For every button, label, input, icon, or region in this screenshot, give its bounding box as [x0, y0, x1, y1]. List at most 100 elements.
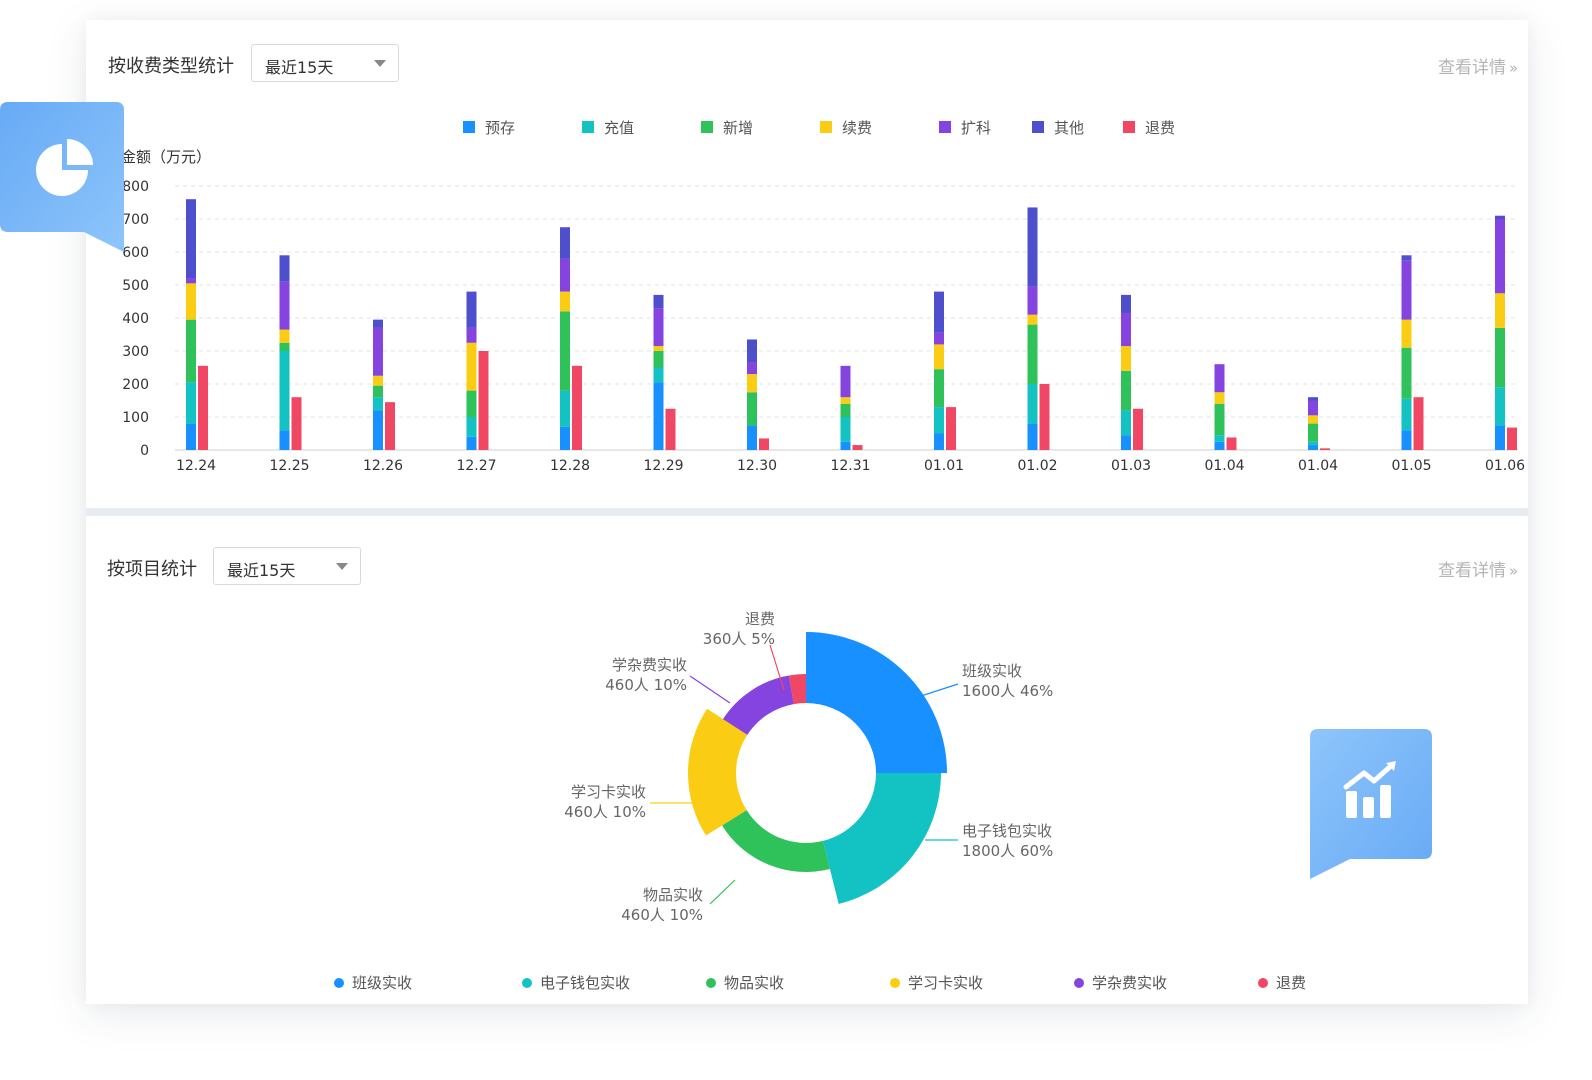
- bar-refund-10: [1133, 408, 1143, 450]
- bar-6-3: [747, 374, 757, 393]
- bar-0-4: [186, 278, 196, 284]
- legend-label-3: 续费: [842, 119, 872, 137]
- bar-1-5: [279, 255, 290, 282]
- bar-11-3: [1214, 392, 1225, 404]
- legend-label-5: 退费: [1276, 974, 1306, 992]
- y-tick-label: 300: [122, 344, 149, 360]
- donut-slice-5: [788, 674, 806, 705]
- x-tick-label: 01.04: [1298, 458, 1338, 474]
- project-range-value: 最近15天: [227, 561, 296, 580]
- slice-value-2: 460人 10%: [621, 906, 703, 924]
- x-tick-label: 12.31: [830, 458, 870, 474]
- bar-2-2: [373, 385, 383, 398]
- x-tick-label: 01.03: [1111, 458, 1151, 474]
- bar-7-4: [840, 365, 851, 398]
- donut-slice-2: [722, 810, 830, 872]
- bar-0-2: [186, 319, 196, 383]
- x-tick-label: 01.06: [1485, 458, 1525, 474]
- fee-type-range-select[interactable]: 最近15天: [251, 44, 399, 82]
- bar-refund-0: [198, 365, 208, 450]
- bar-2-5: [373, 319, 383, 328]
- bar-refund-2: [385, 402, 395, 450]
- fee-type-bar-chart: 预存 充值 新增 续费 扩科 其他 退费 金额（万元） 0 100 200 300 400 500 60…: [121, 119, 1525, 474]
- bar-12-4: [1308, 400, 1318, 416]
- x-tick-label: 01.05: [1391, 458, 1431, 474]
- bar-9-5: [1027, 207, 1038, 287]
- bar-chart-legend: 预存 充值 新增 续费 扩科 其他 退费: [463, 119, 1175, 137]
- slice-label-1: 电子钱包实收: [962, 822, 1052, 840]
- bar-2-1: [373, 397, 383, 411]
- bar-8-2: [934, 369, 944, 408]
- x-tick-label: 12.26: [363, 458, 403, 474]
- bar-7-2: [840, 403, 851, 417]
- legend-swatch-0: [463, 121, 475, 133]
- bar-4-5: [560, 227, 570, 259]
- bar-5-1: [653, 367, 664, 383]
- bar-0-5: [186, 199, 196, 279]
- bar-13-0: [1401, 430, 1412, 450]
- bar-0-3: [186, 283, 196, 320]
- project-view-details-link[interactable]: 查看详情»: [1438, 556, 1518, 581]
- legend-swatch-2: [701, 121, 713, 133]
- x-tick-label: 12.29: [643, 458, 683, 474]
- legend-label-3: 学习卡实收: [908, 974, 983, 992]
- bar-9-1: [1027, 384, 1038, 424]
- x-tick-label: 12.30: [737, 458, 777, 474]
- donut-slice-1: [822, 773, 941, 904]
- pie-chart-badge: [0, 102, 124, 252]
- donut-slice-0: [806, 632, 947, 773]
- fee-type-section-title: 按收费类型统计: [108, 56, 234, 77]
- legend-swatch-6: [1123, 121, 1135, 133]
- legend-swatch-5: [1032, 121, 1044, 133]
- legend-label-6: 退费: [1145, 119, 1175, 137]
- slice-value-1: 1800人 60%: [962, 842, 1053, 860]
- bar-6-5: [747, 339, 757, 363]
- bar-8-3: [934, 344, 944, 370]
- bar-2-4: [373, 327, 383, 376]
- bar-8-0: [934, 433, 944, 450]
- bar-1-4: [279, 281, 290, 330]
- bar-7-0: [840, 441, 851, 450]
- bar-3-2: [466, 390, 477, 417]
- slice-value-3: 460人 10%: [564, 803, 646, 821]
- double-chevron-right-icon: »: [1509, 59, 1519, 77]
- y-tick-label: 500: [122, 278, 149, 294]
- bar-1-0: [279, 430, 290, 450]
- bar-refund-14: [1507, 427, 1517, 450]
- bar-14-0: [1495, 425, 1505, 450]
- bar-10-1: [1121, 410, 1131, 436]
- fee-type-range-value: 最近15天: [265, 58, 334, 77]
- bar-3-0: [466, 436, 477, 450]
- bar-refund-11: [1226, 437, 1237, 450]
- slice-label-2: 物品实收: [643, 886, 703, 904]
- bar-6-0: [747, 425, 757, 450]
- bar-4-0: [560, 426, 570, 450]
- donut-legend: 班级实收 电子钱包实收 物品实收 学习卡实收 学杂费实收 退费: [334, 974, 1306, 992]
- bar-10-3: [1121, 346, 1131, 371]
- bar-1-1: [279, 351, 290, 431]
- legend-dot-0: [334, 978, 344, 988]
- bar-refund-6: [759, 438, 769, 450]
- slice-value-0: 1600人 46%: [962, 682, 1053, 700]
- bar-13-2: [1401, 347, 1412, 399]
- legend-dot-1: [522, 978, 532, 988]
- legend-label-4: 扩科: [961, 119, 991, 137]
- pie-chart-icon: [36, 139, 93, 196]
- slice-label-3: 学习卡实收: [571, 783, 646, 801]
- chevron-down-icon: [336, 563, 348, 570]
- bar-9-4: [1027, 286, 1038, 315]
- slice-value-4: 460人 10%: [605, 676, 687, 694]
- fee-type-view-details-link[interactable]: 查看详情»: [1438, 53, 1518, 78]
- bar-7-3: [840, 397, 851, 404]
- y-tick-label: 400: [122, 311, 149, 327]
- donut-slice-4: [722, 675, 794, 735]
- legend-label-2: 新增: [723, 119, 753, 137]
- donut-slice-3: [688, 708, 748, 836]
- bar-12-3: [1308, 415, 1318, 424]
- bar-12-2: [1308, 423, 1318, 442]
- project-range-select[interactable]: 最近15天: [213, 547, 361, 585]
- bar-refund-4: [572, 365, 582, 450]
- bar-5-0: [653, 382, 664, 450]
- bar-refund-9: [1039, 384, 1050, 450]
- bar-chart-trend-icon: [1343, 761, 1396, 818]
